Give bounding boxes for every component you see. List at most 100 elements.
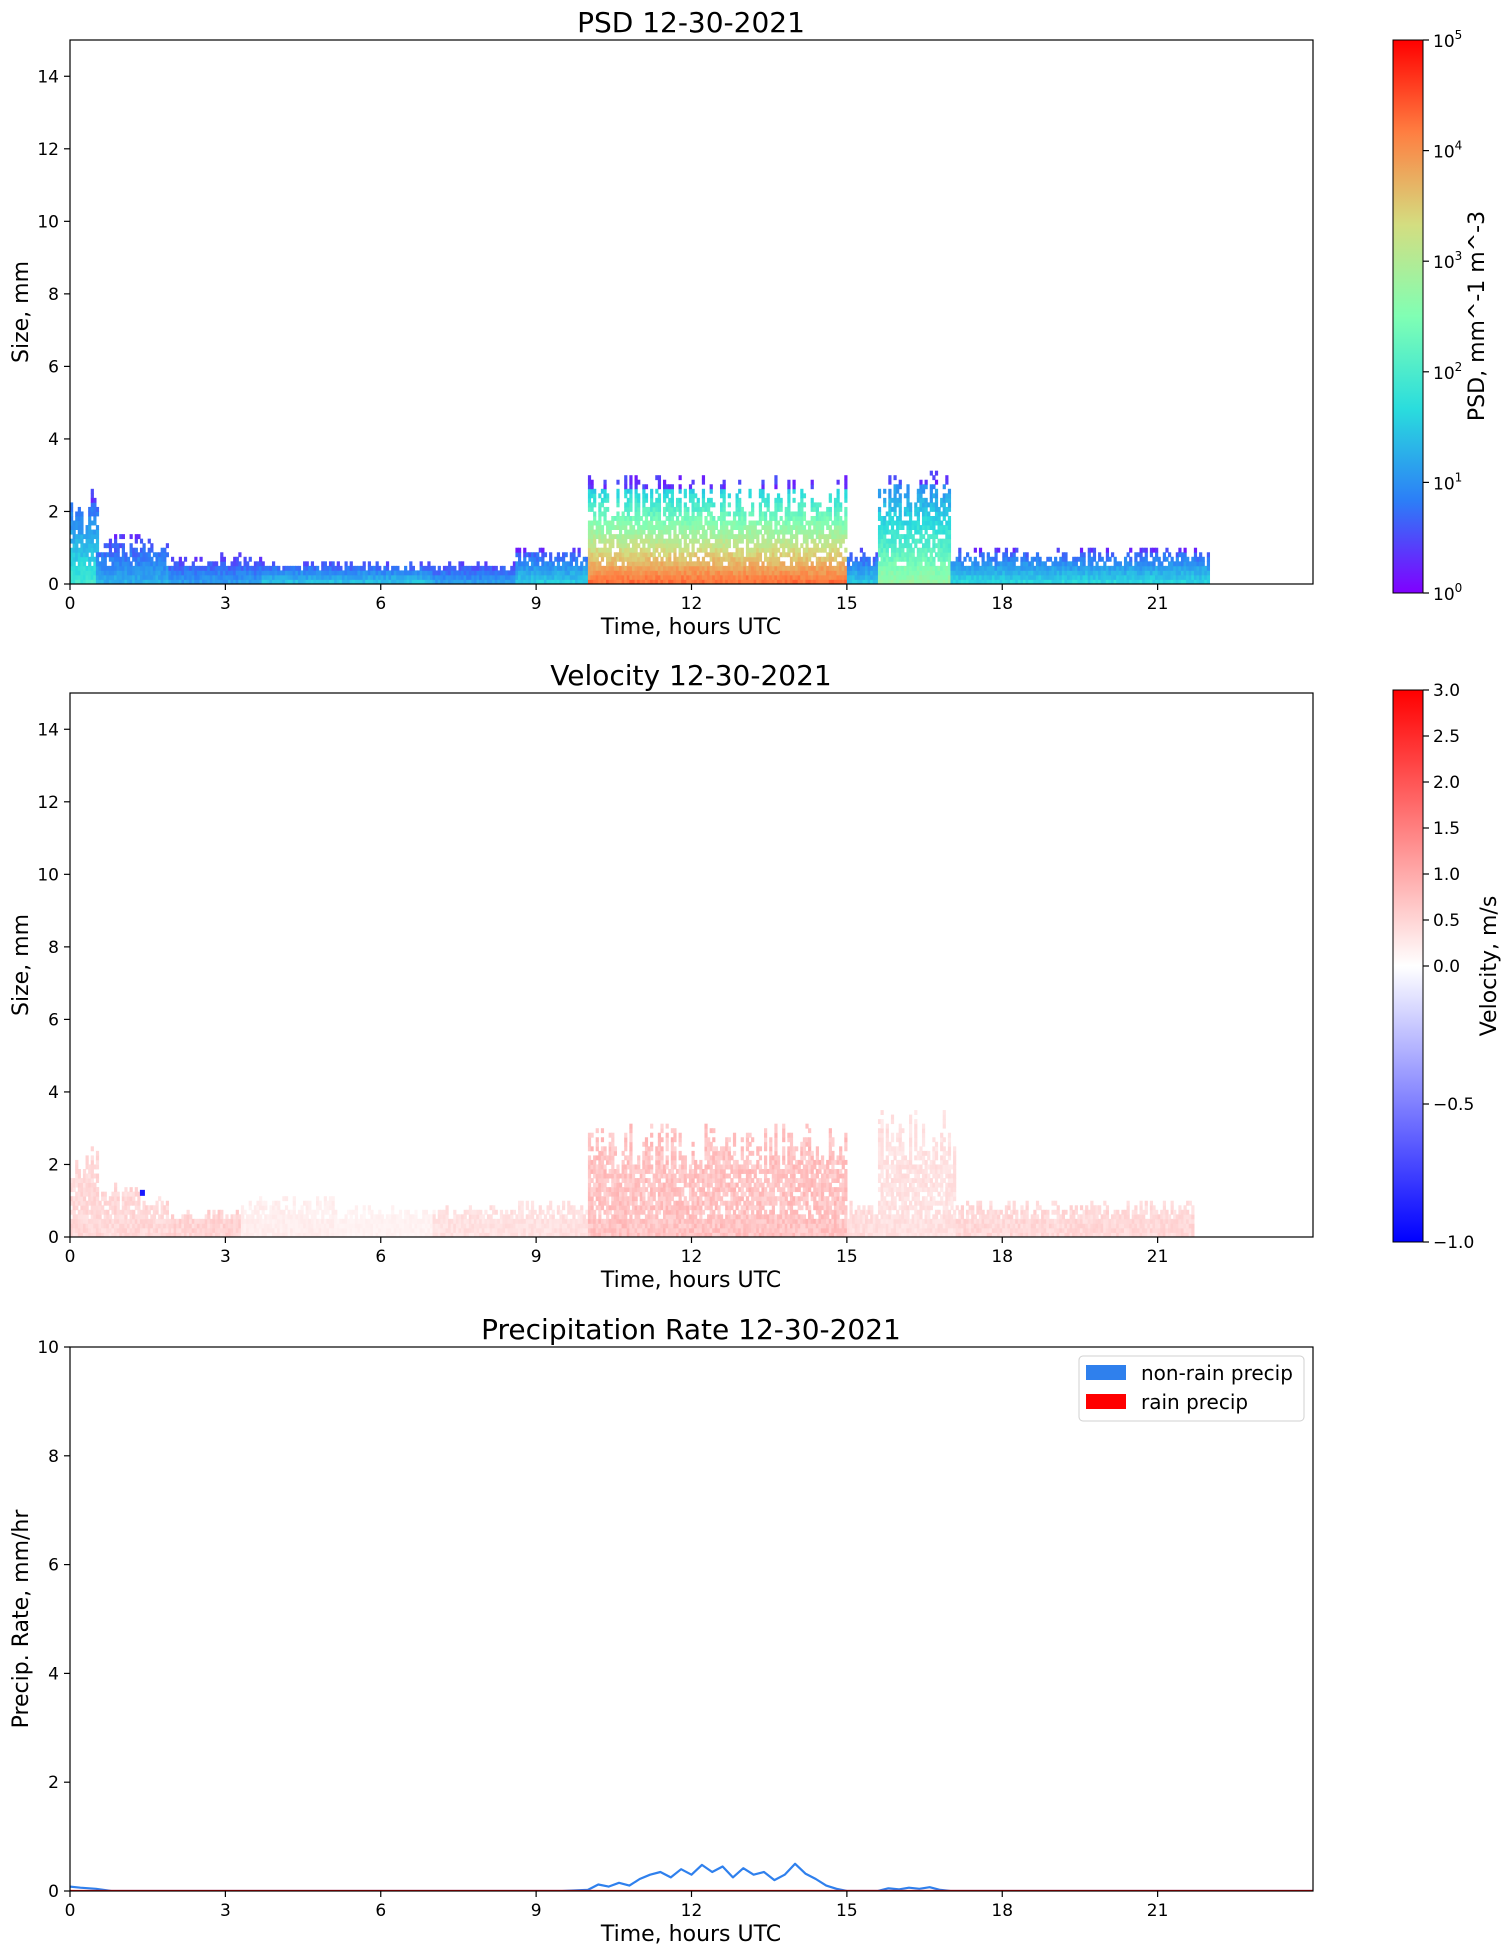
velocity-cell xyxy=(75,1200,79,1206)
psd-cell xyxy=(629,488,633,494)
psd-cell xyxy=(665,556,669,562)
psd-cell xyxy=(82,534,87,540)
psd-cell xyxy=(779,579,783,584)
psd-cell xyxy=(831,579,835,584)
psd-cell xyxy=(764,570,768,576)
velocity-cell xyxy=(274,1214,278,1220)
psd-cell xyxy=(701,570,706,576)
psd-cell xyxy=(1155,556,1159,562)
psd-cell xyxy=(947,502,952,508)
psd-cell xyxy=(1007,565,1011,571)
psd-cell xyxy=(766,556,770,562)
psd-cell xyxy=(90,511,94,517)
psd-cell xyxy=(712,516,716,521)
psd-cell xyxy=(1152,579,1156,584)
psd-cell xyxy=(530,565,535,571)
psd-cell xyxy=(116,556,120,562)
psd-cell xyxy=(745,552,750,558)
psd-cell xyxy=(1079,565,1084,571)
psd-cell xyxy=(77,520,81,526)
psd-cell xyxy=(357,565,361,571)
psd-cell xyxy=(714,543,718,549)
psd-cell xyxy=(639,552,643,558)
psd-cell xyxy=(719,579,724,584)
velocity-cell xyxy=(248,1227,252,1233)
velocity-cell xyxy=(357,1227,361,1233)
velocity-cell xyxy=(134,1218,138,1224)
velocity-cell xyxy=(264,1214,268,1220)
psd-cell xyxy=(1022,561,1027,567)
psd-cell xyxy=(973,570,977,576)
psd-cell xyxy=(1152,561,1156,567)
psd-cell xyxy=(779,538,783,544)
psd-cell xyxy=(593,488,597,494)
psd-cell xyxy=(137,534,141,540)
psd-cell xyxy=(471,579,475,584)
psd-cell xyxy=(549,570,553,576)
psd-cell xyxy=(621,516,625,521)
psd-cell xyxy=(98,552,102,558)
psd-cell xyxy=(883,520,887,526)
psd-cell xyxy=(1193,570,1198,576)
psd-cell xyxy=(93,547,97,553)
velocity-cell xyxy=(88,1182,92,1188)
psd-cell xyxy=(797,525,801,530)
psd-cell xyxy=(921,534,926,540)
psd-cell xyxy=(696,538,700,544)
psd-cell xyxy=(782,525,786,530)
psd-cell xyxy=(764,516,768,521)
psd-cell xyxy=(642,574,646,580)
psd-cell xyxy=(618,574,623,580)
psd-cell xyxy=(668,525,672,530)
psd-cell xyxy=(600,556,605,562)
psd-cell xyxy=(924,547,928,553)
psd-cell xyxy=(77,552,81,558)
psd-cell xyxy=(567,570,571,576)
psd-cell xyxy=(611,574,615,580)
psd-cell xyxy=(958,574,962,580)
velocity-cell xyxy=(222,1227,226,1233)
psd-cell xyxy=(347,579,351,584)
velocity-cell xyxy=(442,1218,447,1224)
psd-cell xyxy=(194,565,198,571)
psd-cell xyxy=(686,516,690,521)
psd-cell xyxy=(600,497,605,503)
psd-cell xyxy=(173,561,177,567)
velocity-cell xyxy=(72,1218,76,1224)
velocity-cell xyxy=(155,1205,159,1211)
psd-cell xyxy=(494,565,498,571)
velocity-cell xyxy=(98,1223,102,1229)
psd-cell xyxy=(1196,570,1200,576)
psd-cell xyxy=(380,574,384,580)
psd-cell xyxy=(492,574,496,580)
psd-cell xyxy=(70,552,74,558)
psd-cell xyxy=(675,520,680,526)
psd-cell xyxy=(634,488,638,494)
velocity-cell xyxy=(388,1223,392,1229)
psd-cell xyxy=(846,565,851,571)
psd-cell xyxy=(1126,552,1130,558)
psd-cell xyxy=(160,556,164,562)
psd-cell xyxy=(626,556,630,562)
psd-cell xyxy=(88,534,92,540)
psd-cell xyxy=(1028,570,1032,576)
psd-cell xyxy=(1160,570,1164,576)
psd-cell xyxy=(1087,552,1091,558)
velocity-cell xyxy=(326,1209,330,1215)
psd-cell xyxy=(611,538,615,544)
psd-cell xyxy=(220,556,224,562)
psd-cell xyxy=(888,511,892,517)
psd-cell xyxy=(748,574,752,580)
psd-cell xyxy=(536,570,540,576)
psd-cell xyxy=(688,484,693,490)
psd-cell xyxy=(476,561,480,567)
psd-cell xyxy=(753,574,757,580)
psd-cell xyxy=(424,574,428,580)
psd-cell xyxy=(771,511,775,517)
psd-cell xyxy=(906,579,910,584)
psd-cell xyxy=(919,506,923,512)
psd-cell xyxy=(673,556,677,562)
psd-cell xyxy=(924,552,928,558)
psd-cell xyxy=(517,556,522,562)
psd-cell xyxy=(404,570,408,576)
